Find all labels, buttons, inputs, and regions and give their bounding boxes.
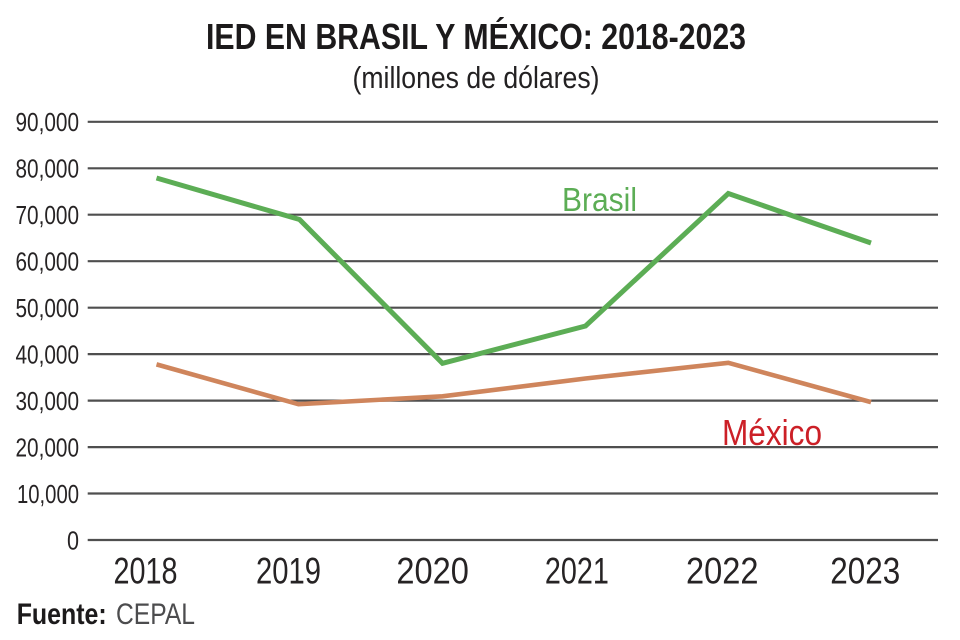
svg-text:Brasil: Brasil [562, 182, 637, 219]
svg-text:(millones de dólares): (millones de dólares) [353, 60, 600, 95]
svg-text:0: 0 [67, 527, 79, 555]
svg-text:60,000: 60,000 [16, 249, 80, 277]
svg-text:2020: 2020 [396, 551, 469, 592]
svg-text:2021: 2021 [545, 551, 609, 592]
svg-text:2019: 2019 [256, 551, 321, 592]
svg-text:10,000: 10,000 [17, 481, 79, 509]
svg-text:2023: 2023 [830, 551, 900, 592]
svg-text:2018: 2018 [114, 551, 178, 592]
svg-text:Fuente:: Fuente: [17, 598, 107, 631]
svg-text:70,000: 70,000 [16, 202, 80, 230]
svg-text:2022: 2022 [686, 551, 759, 592]
svg-text:80,000: 80,000 [16, 156, 80, 184]
svg-text:CEPAL: CEPAL [116, 598, 195, 631]
svg-text:México: México [722, 412, 822, 453]
svg-text:20,000: 20,000 [16, 435, 80, 463]
svg-text:IED EN BRASIL Y MÉXICO: 2018-2: IED EN BRASIL Y MÉXICO: 2018-2023 [206, 16, 746, 57]
svg-text:90,000: 90,000 [16, 109, 80, 137]
svg-text:40,000: 40,000 [16, 342, 80, 370]
svg-text:50,000: 50,000 [16, 295, 80, 323]
svg-text:30,000: 30,000 [16, 388, 80, 416]
